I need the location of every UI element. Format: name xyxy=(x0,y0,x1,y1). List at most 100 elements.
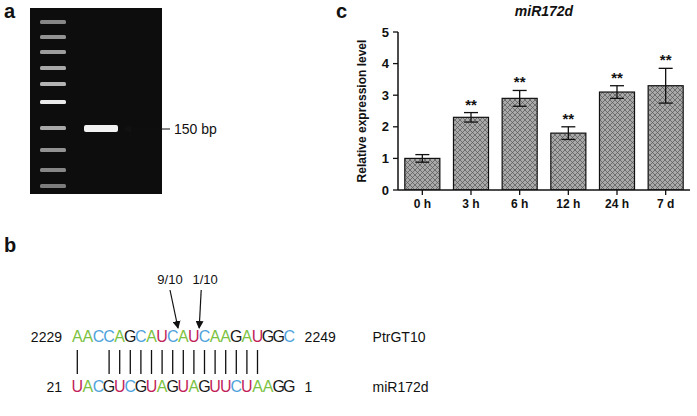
nucleotide: U xyxy=(178,378,190,395)
pair-line xyxy=(225,350,226,374)
ladder-band xyxy=(40,20,66,24)
x-axis xyxy=(398,189,690,191)
error-bar xyxy=(659,68,673,103)
pair-line xyxy=(140,350,141,374)
error-stem xyxy=(422,155,423,163)
significance-label: ** xyxy=(465,96,477,113)
error-bar xyxy=(415,155,429,163)
cleavage-label: 9/10 xyxy=(157,272,182,287)
ladder-band xyxy=(40,35,66,39)
x-tick-label: 7 d xyxy=(657,197,674,211)
ladder-band xyxy=(40,50,66,54)
x-tick-label: 12 h xyxy=(556,197,580,211)
cleavage-arrow xyxy=(170,290,178,328)
nucleotide: G xyxy=(283,378,295,395)
y-tick-label: 4 xyxy=(382,56,390,71)
y-tick-label: 3 xyxy=(382,88,389,103)
error-cap xyxy=(415,154,429,155)
ladder-band xyxy=(40,66,66,70)
sample-band xyxy=(84,125,118,132)
gel-panel xyxy=(30,8,162,194)
pair-line xyxy=(236,350,237,374)
bar-annotations: ** ** ** ** ** xyxy=(465,51,672,126)
y-tick-label: 2 xyxy=(382,119,389,134)
chart-title: miR172d xyxy=(515,3,574,19)
panel-label: a xyxy=(4,0,16,22)
nucleotide: U xyxy=(241,378,253,395)
pair-line xyxy=(108,350,109,374)
pair-line xyxy=(193,350,194,374)
nucleotide: U xyxy=(146,378,158,395)
error-cap xyxy=(513,106,527,107)
pair-line xyxy=(172,350,173,374)
y-tick-label: 0 xyxy=(382,183,389,198)
bars xyxy=(405,68,683,190)
nucleotide: C xyxy=(199,328,211,345)
error-stem xyxy=(665,68,666,103)
error-bar xyxy=(464,113,478,122)
significance-label: ** xyxy=(660,51,672,68)
significance-label: ** xyxy=(514,73,526,90)
y-tick-label: 5 xyxy=(382,25,389,40)
alignment-panel: 2229AACCAGCAUCAUCAAGAUGGC2249PtrGT1021UA… xyxy=(31,272,429,395)
pair-line xyxy=(214,350,215,374)
error-cap xyxy=(561,139,575,140)
cleavage-arrow xyxy=(199,290,201,328)
nucleotide: C xyxy=(284,328,296,345)
error-stem xyxy=(470,113,471,122)
figure: abc150 bp2229AACCAGCAUCAUCAAGAUGGC2249Pt… xyxy=(0,0,697,416)
y-tick-label: 1 xyxy=(382,151,389,166)
bar xyxy=(405,158,440,190)
x-tick-label: 3 h xyxy=(462,197,479,211)
pair-line xyxy=(151,350,152,374)
sequence-name: PtrGT10 xyxy=(373,329,426,345)
ladder-band xyxy=(40,82,66,86)
bar xyxy=(453,117,488,190)
cleavage-label: 1/10 xyxy=(193,272,218,287)
nucleotide: U xyxy=(72,378,84,395)
error-cap xyxy=(659,102,673,103)
ladder-band xyxy=(40,126,66,130)
x-tick-label: 0 h xyxy=(414,197,431,211)
ladder-band xyxy=(40,100,66,104)
sequence-end: 1 xyxy=(305,379,313,395)
error-stem xyxy=(519,90,520,106)
error-bar xyxy=(561,127,575,140)
bar xyxy=(599,92,634,190)
nucleotide: A xyxy=(210,328,221,345)
bar xyxy=(551,133,586,190)
pair-line xyxy=(77,350,78,374)
sequence-name: miR172d xyxy=(373,379,429,395)
gel-background xyxy=(30,8,162,194)
pair-line xyxy=(183,350,184,374)
panel-label: b xyxy=(4,234,16,256)
sequence: AACCAGCAUCAUCAAGAUGGC xyxy=(72,328,295,345)
sequence-start: 2229 xyxy=(31,329,62,345)
nucleotide: A xyxy=(252,378,263,395)
significance-label: ** xyxy=(562,110,574,127)
ladder-band xyxy=(40,148,66,152)
error-cap xyxy=(464,121,478,122)
nucleotide: C xyxy=(103,328,115,345)
ladder-band xyxy=(40,184,66,188)
bar-chart: miR172dRelative expression level012345**… xyxy=(355,3,690,211)
x-tick-label: 24 h xyxy=(605,197,629,211)
error-bar xyxy=(610,86,624,99)
sequence: UACGUCGUAGUAGUUCUAAGG xyxy=(72,378,296,395)
sequence-end: 2249 xyxy=(305,329,336,345)
significance-label: ** xyxy=(611,69,623,86)
nucleotide: A xyxy=(72,328,83,345)
pair-line xyxy=(119,350,120,374)
sequence-start: 21 xyxy=(46,379,62,395)
panel-label: c xyxy=(336,0,347,22)
error-cap xyxy=(415,162,429,163)
pair-line xyxy=(204,350,205,374)
ladder-band xyxy=(40,168,66,172)
nucleotide: C xyxy=(135,328,147,345)
bar xyxy=(502,98,537,190)
pair-line xyxy=(130,350,131,374)
pair-line xyxy=(257,350,258,374)
nucleotide: C xyxy=(167,328,179,345)
y-axis xyxy=(397,32,399,190)
pair-line xyxy=(246,350,247,374)
